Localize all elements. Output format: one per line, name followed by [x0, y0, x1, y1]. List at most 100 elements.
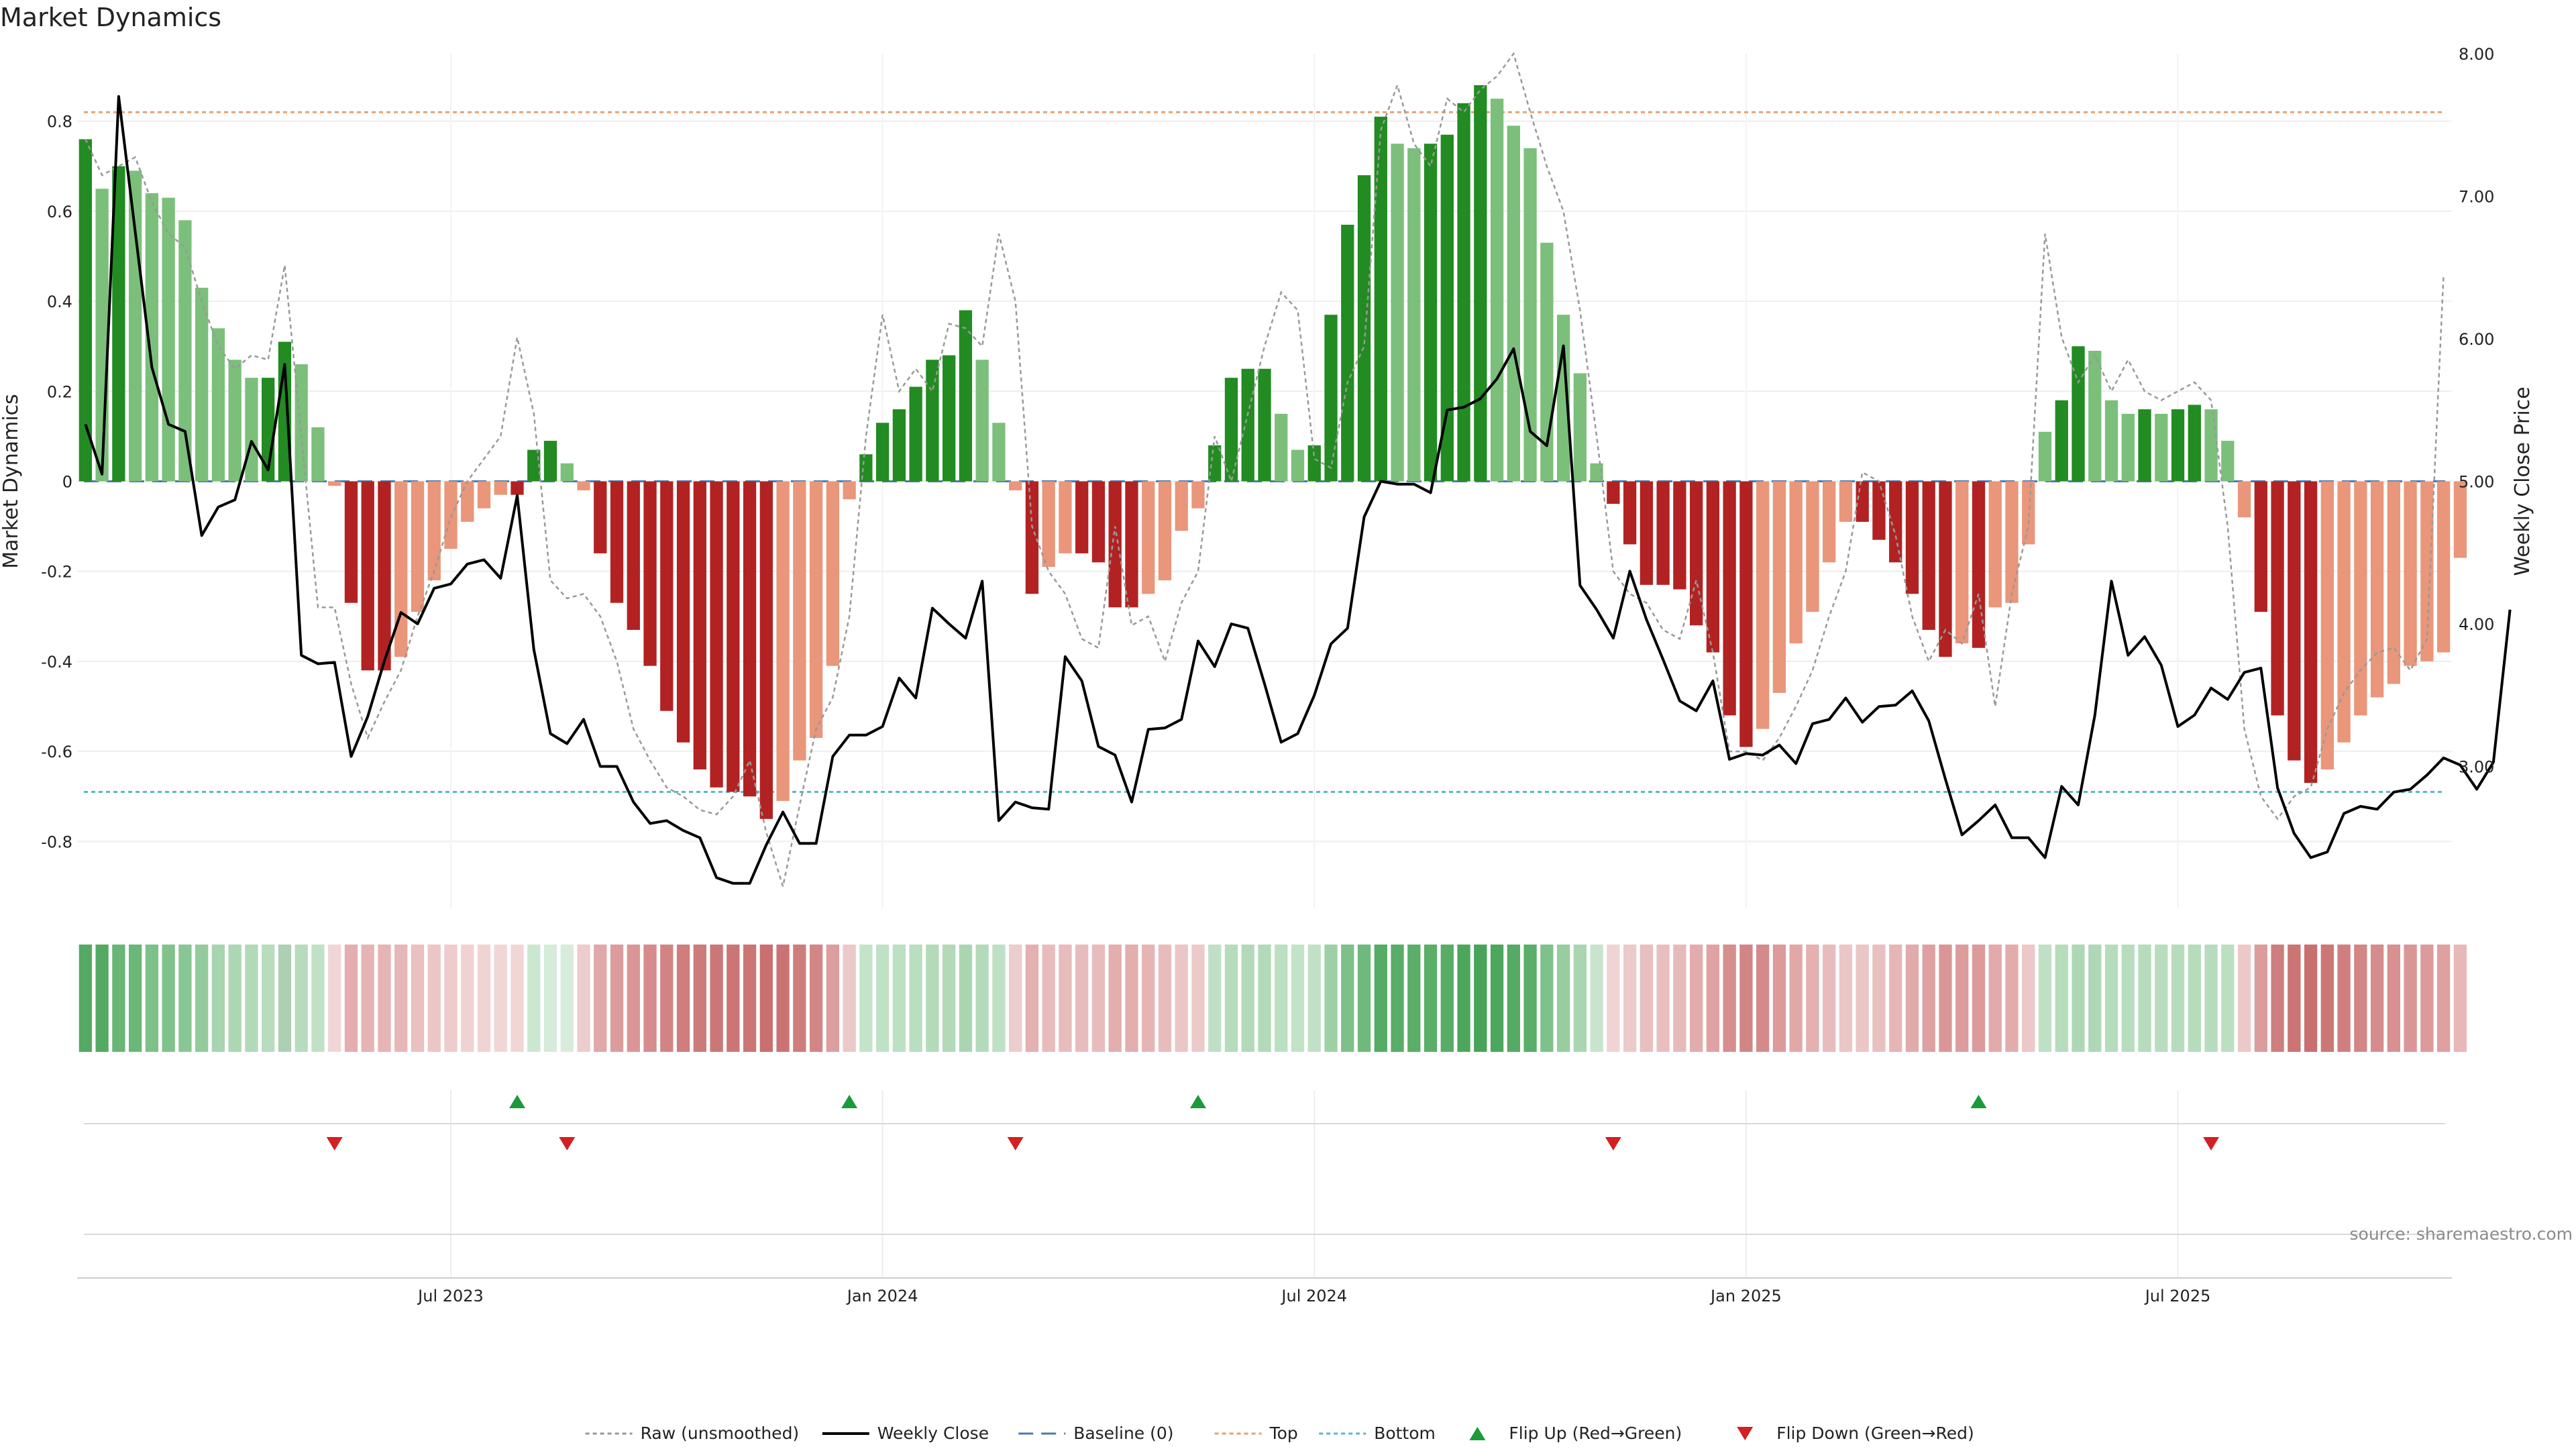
strip-cell [826, 945, 840, 1052]
bar [1640, 481, 1654, 585]
bar [2354, 481, 2367, 716]
bar [511, 481, 524, 495]
bar [1307, 445, 1321, 482]
left-tick-label: -0.6 [41, 743, 72, 761]
legend-item-raw: Raw (unsmoothed) [585, 1424, 799, 1443]
strip-cell [2271, 945, 2284, 1052]
bar [959, 310, 973, 482]
strip-cell [2138, 945, 2151, 1052]
strip-cell [2121, 945, 2135, 1052]
strip-cell [1540, 945, 1554, 1052]
x-axis: Jul 2023 Jan 2024 Jul 2024 Jan 2025 Jul 2025 [77, 1277, 2452, 1305]
bar [1142, 481, 1155, 594]
bar [610, 481, 624, 603]
strip-cell [643, 945, 657, 1052]
left-tick-label: 0 [62, 473, 72, 492]
bar [1988, 481, 2002, 608]
strip-cell [1307, 945, 1321, 1052]
bar [627, 481, 640, 630]
bar [1108, 481, 1122, 608]
bar [195, 287, 209, 482]
flip-down-marker [326, 1137, 343, 1150]
strip-cell [1258, 945, 1271, 1052]
strip-cell [411, 945, 425, 1052]
strip-cell [543, 945, 557, 1052]
bar [1191, 481, 1205, 508]
strip-cell [875, 945, 890, 1052]
strip-cell [610, 945, 624, 1052]
x-tick-label: Jan 2025 [1709, 1287, 1782, 1305]
raw-line [85, 52, 2445, 887]
bar [1723, 481, 1736, 716]
weekly-close-line [84, 95, 2512, 885]
strip-cell [1739, 945, 1753, 1052]
legend-label: Baseline (0) [1073, 1424, 1173, 1443]
strip-cell [2370, 945, 2384, 1052]
bar [2171, 409, 2185, 482]
strip-cell [1590, 945, 1603, 1052]
flip-down-marker [1605, 1137, 1621, 1150]
bar [727, 481, 740, 792]
strip-cell [1291, 945, 1305, 1052]
right-tick-label: 5.00 [2459, 473, 2494, 492]
strip-cell [178, 945, 192, 1052]
bar [1025, 481, 1039, 594]
strip-cell [1939, 945, 1952, 1052]
bar [1839, 481, 1853, 522]
strip-cell [1806, 945, 1819, 1052]
bar [892, 409, 906, 482]
right-tick-label: 3.00 [2459, 758, 2494, 777]
bar [975, 360, 989, 482]
bar [162, 197, 175, 482]
strip-cell [294, 945, 308, 1052]
strip-cell [1009, 945, 1022, 1052]
bar [577, 481, 590, 490]
bar [1075, 481, 1089, 553]
strip-cell [992, 945, 1006, 1052]
strip-cell [1374, 945, 1387, 1052]
right-tick-label: 7.00 [2459, 188, 2494, 207]
strip-cell [693, 945, 706, 1052]
bar [2055, 400, 2068, 482]
strip-cell [2436, 945, 2451, 1052]
bar [1324, 315, 1338, 482]
strip-cell [1988, 945, 2002, 1052]
legend-label: Flip Up (Red→Green) [1509, 1424, 1682, 1443]
bar [2005, 481, 2019, 603]
bar [95, 189, 109, 482]
bar [909, 386, 922, 482]
left-tick-label: 0.2 [47, 382, 72, 401]
strip-cell [1241, 945, 1254, 1052]
strip-cell [427, 945, 441, 1052]
bar [776, 481, 790, 801]
strip-cell [710, 945, 723, 1052]
strip-cell [1142, 945, 1155, 1052]
right-axis-label: Weekly Close Price [2511, 386, 2534, 576]
bar [2237, 481, 2251, 518]
strip-cell [2088, 945, 2102, 1052]
bar [1806, 481, 1819, 612]
strip-cell [2104, 945, 2118, 1052]
strip-cell [793, 945, 806, 1052]
bar [1673, 481, 1686, 590]
strip-cell [2155, 945, 2168, 1052]
legend-item-up: Flip Up (Red→Green) [1469, 1424, 1682, 1443]
bar [1689, 481, 1703, 626]
bar [2072, 346, 2085, 482]
bar [1059, 481, 1072, 553]
bar [1590, 463, 1603, 482]
bar [112, 166, 125, 482]
bar [245, 378, 258, 482]
strip-cell [2072, 945, 2085, 1052]
bar [494, 481, 507, 495]
bar [875, 423, 890, 482]
bar [2453, 481, 2467, 558]
bar [1158, 481, 1172, 581]
bar [328, 481, 341, 486]
bar [1889, 481, 1902, 563]
bar [2138, 409, 2151, 482]
x-tick-label: Jul 2025 [2144, 1287, 2211, 1305]
bar [378, 481, 391, 671]
legend-label: Top [1269, 1424, 1298, 1443]
bar [710, 481, 723, 788]
